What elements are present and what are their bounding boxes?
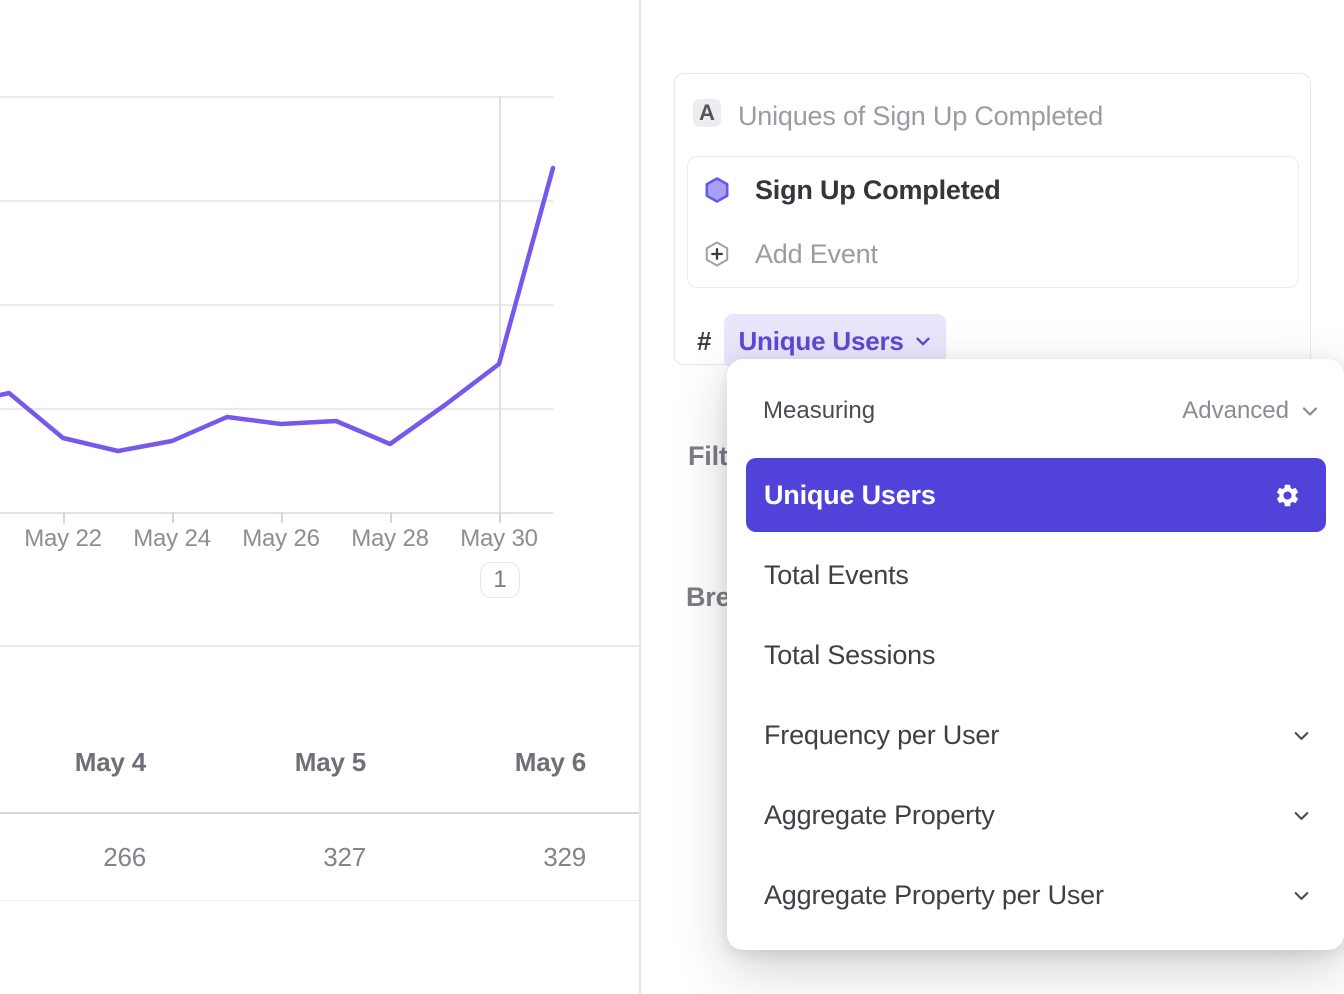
add-event-label: Add Event [755,238,878,269]
event-row[interactable]: Sign Up Completed [688,162,1298,218]
advanced-mode-selector[interactable]: Advanced [1182,397,1322,425]
series-letter-badge[interactable]: A [693,99,721,127]
gear-icon[interactable] [1274,482,1301,509]
series-title: Uniques of Sign Up Completed [738,101,1104,131]
x-axis-label: May 28 [351,525,429,552]
menu-item-total-events[interactable]: Total Events [727,535,1344,615]
menu-item-label: Total Sessions [764,639,936,670]
metric-symbol: # [697,325,712,356]
gridline [0,304,553,306]
x-axis-label: May 26 [242,525,320,552]
table-row-divider [0,900,639,901]
gridline [0,200,553,202]
axis-tick [281,512,283,523]
table-header-divider [0,812,639,814]
breakdowns-section-label: Bre [686,582,731,612]
table-top-divider [0,645,639,647]
event-hexagon-icon [705,177,729,203]
add-event-button[interactable]: Add Event [688,226,1298,282]
measuring-label: Measuring [763,397,876,424]
chevron-down-icon [915,337,930,346]
axis-tick [499,512,501,523]
measuring-dropdown-menu: Measuring Advanced Unique Users Total Ev… [727,359,1344,950]
menu-item-label: Aggregate Property [764,799,995,830]
menu-item-label: Aggregate Property per User [764,879,1104,910]
day-marker-line [499,96,501,523]
gridline [0,408,553,410]
axis-tick [63,512,65,523]
menu-header: Measuring Advanced [727,359,1344,463]
menu-item-frequency-per-user[interactable]: Frequency per User [727,695,1344,775]
event-name: Sign Up Completed [755,174,1001,205]
menu-item-unique-users[interactable]: Unique Users [746,458,1326,532]
axis-tick [390,512,392,523]
panel-divider [639,0,641,994]
x-axis-label: May 24 [133,525,211,552]
menu-item-aggregate-property-per-user[interactable]: Aggregate Property per User [727,855,1344,935]
filters-section-label: Filt [688,441,728,471]
menu-item-label: Unique Users [764,479,936,510]
chevron-down-icon [1294,891,1309,900]
x-axis-label: May 30 [460,525,538,552]
menu-item-label: Frequency per User [764,719,999,750]
table-header-cell: May 6 [514,747,586,777]
gridline [0,96,553,98]
table-header-cell: May 4 [74,747,146,777]
annotation-marker-badge[interactable]: 1 [480,562,520,598]
table-value-cell: 266 [103,842,146,872]
axis-tick [172,512,174,523]
table-header-cell: May 5 [294,747,366,777]
event-card: Sign Up Completed Add Event [687,156,1299,288]
menu-item-total-sessions[interactable]: Total Sessions [727,615,1344,695]
metric-value: Unique Users [738,325,904,356]
menu-item-aggregate-property[interactable]: Aggregate Property [727,775,1344,855]
menu-item-label: Total Events [764,559,909,590]
chevron-down-icon [1302,407,1318,416]
chevron-down-icon [1294,811,1309,820]
chevron-down-icon [1294,731,1309,740]
table-value-cell: 329 [543,842,586,872]
x-axis-label: May 22 [24,525,102,552]
table-value-cell: 327 [323,842,366,872]
query-builder-card: A Uniques of Sign Up Completed Sign Up C… [674,73,1311,368]
add-event-hexagon-plus-icon [705,241,729,267]
advanced-label: Advanced [1182,397,1289,424]
x-axis-line [0,512,553,514]
